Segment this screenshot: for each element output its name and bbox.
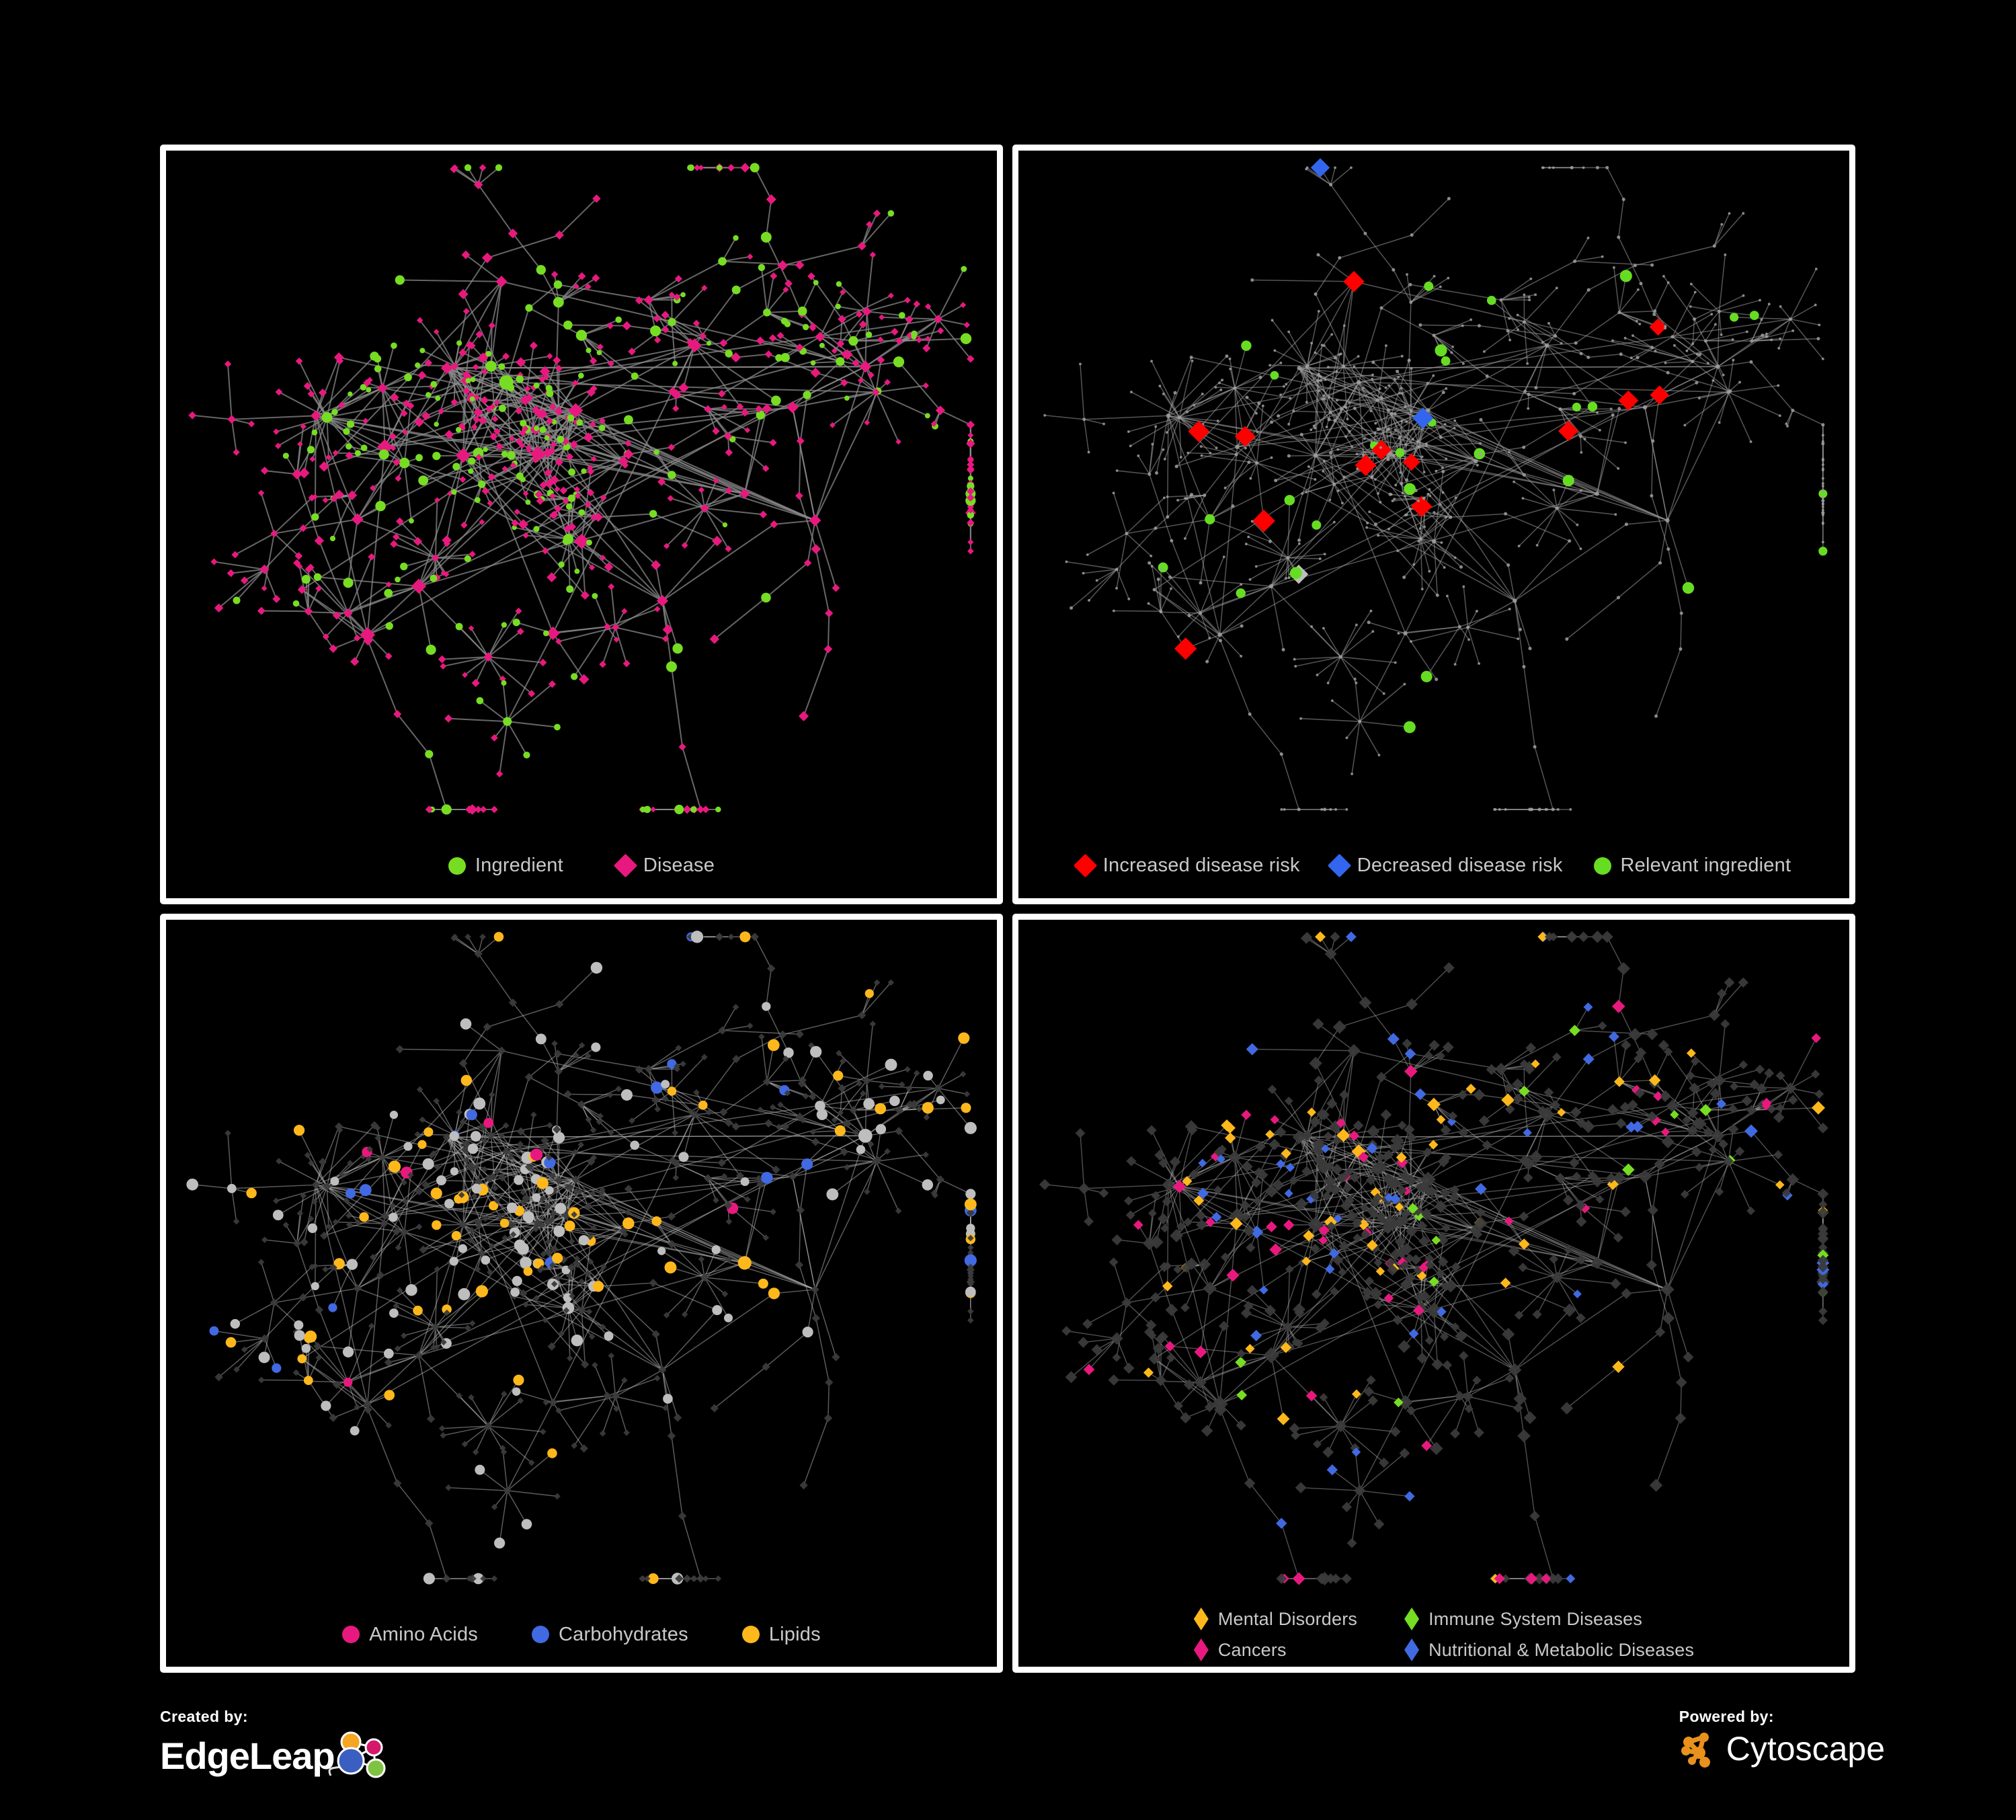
panel-ingredient-classes: Amino Acids Carbohydrates Lipids [160,913,1003,1673]
network-canvas-disease-categories [1018,920,1849,1603]
legend-label-mental-disorders: Mental Disorders [1217,1608,1358,1629]
legend-item-cancers: Cancers [1193,1638,1357,1661]
legend-item-mental-disorders: Mental Disorders [1193,1608,1358,1630]
created-by-edgeleap: Created by: EdgeLeap [160,1708,397,1785]
mental-disorders-diamond-icon [1193,1608,1209,1630]
legend-item-disease: Disease [613,853,715,878]
powered-by-cytoscape: Powered by: Cytoscape [1679,1708,1885,1769]
panel-disease-categories: Mental Disorders Immune System Diseases … [1012,913,1855,1673]
cancers-diamond-icon [1193,1638,1209,1661]
lipids-circle-icon [741,1626,760,1643]
legend-item-lipids: Lipids [741,1623,821,1646]
legend-label-relevant-ingredient: Relevant ingredient [1620,855,1791,876]
legend-label-amino-acids: Amino Acids [369,1623,478,1645]
powered-by-label: Powered by: [1679,1708,1774,1725]
legend-panel-2: Increased disease risk Decreased disease… [1018,834,1849,898]
legend-item-decreased-risk: Decreased disease risk [1327,853,1563,878]
network-graph-2 [1043,158,1828,812]
legend-item-relevant-ingredient: Relevant ingredient [1593,855,1791,877]
created-by-label: Created by: [160,1708,248,1725]
panel-ingredient-disease: Ingredient Disease [160,145,1003,904]
increased-risk-diamond-icon [1073,853,1097,878]
legend-item-amino-acids: Amino Acids [342,1624,478,1646]
legend-item-nutritional-metabolic-diseases: Nutritional & Metabolic Diseases [1404,1638,1694,1661]
amino-acids-circle-icon [342,1626,360,1643]
legend-label-carbohydrates: Carbohydrates [558,1623,688,1645]
network-figure-grid: Ingredient Disease Increased disease ris… [160,145,1855,1673]
legend-label-disease: Disease [643,855,715,876]
edgeleap-wordmark: EdgeLeap [160,1735,335,1777]
cytoscape-logo-icon [1681,1733,1710,1768]
legend-label-cancers: Cancers [1217,1639,1287,1660]
nutritional-metabolic-diseases-diamond-icon [1404,1638,1420,1661]
legend-item-carbohydrates: Carbohydrates [531,1623,688,1646]
edgeleap-logo-icon [328,1731,386,1778]
disease-diamond-icon [613,853,638,878]
legend-label-lipids: Lipids [768,1623,821,1645]
legend-panel-3: Amino Acids Carbohydrates Lipids [166,1602,997,1667]
network-graph-3 [186,930,977,1585]
cytoscape-wordmark: Cytoscape [1726,1730,1885,1768]
network-graph-4 [1039,930,1830,1585]
panel-disease-risk: Increased disease risk Decreased disease… [1012,145,1855,904]
legend-label-decreased-risk: Decreased disease risk [1357,855,1563,876]
legend-panel-4: Mental Disorders Immune System Diseases … [1018,1602,1849,1667]
legend-label-increased-risk: Increased disease risk [1102,855,1300,876]
decreased-risk-diamond-icon [1327,853,1351,878]
legend-item-increased-risk: Increased disease risk [1073,853,1300,878]
network-canvas-disease-risk [1018,151,1849,834]
network-canvas-ingredient-classes [166,920,997,1603]
relevant-ingredient-circle-icon [1593,857,1611,875]
network-graph-1 [188,163,976,815]
legend-panel-1: Ingredient Disease [166,834,997,898]
network-canvas-ingredient-disease [166,151,997,834]
legend-label-nutritional-metabolic-diseases: Nutritional & Metabolic Diseases [1428,1639,1695,1660]
legend-item-ingredient: Ingredient [448,855,563,877]
ingredient-circle-icon [448,857,466,875]
legend-item-immune-system-diseases: Immune System Diseases [1404,1608,1694,1630]
carbohydrates-circle-icon [531,1626,549,1643]
immune-system-diseases-diamond-icon [1404,1608,1420,1630]
legend-label-ingredient: Ingredient [475,855,563,876]
legend-label-immune-system-diseases: Immune System Diseases [1428,1608,1643,1629]
